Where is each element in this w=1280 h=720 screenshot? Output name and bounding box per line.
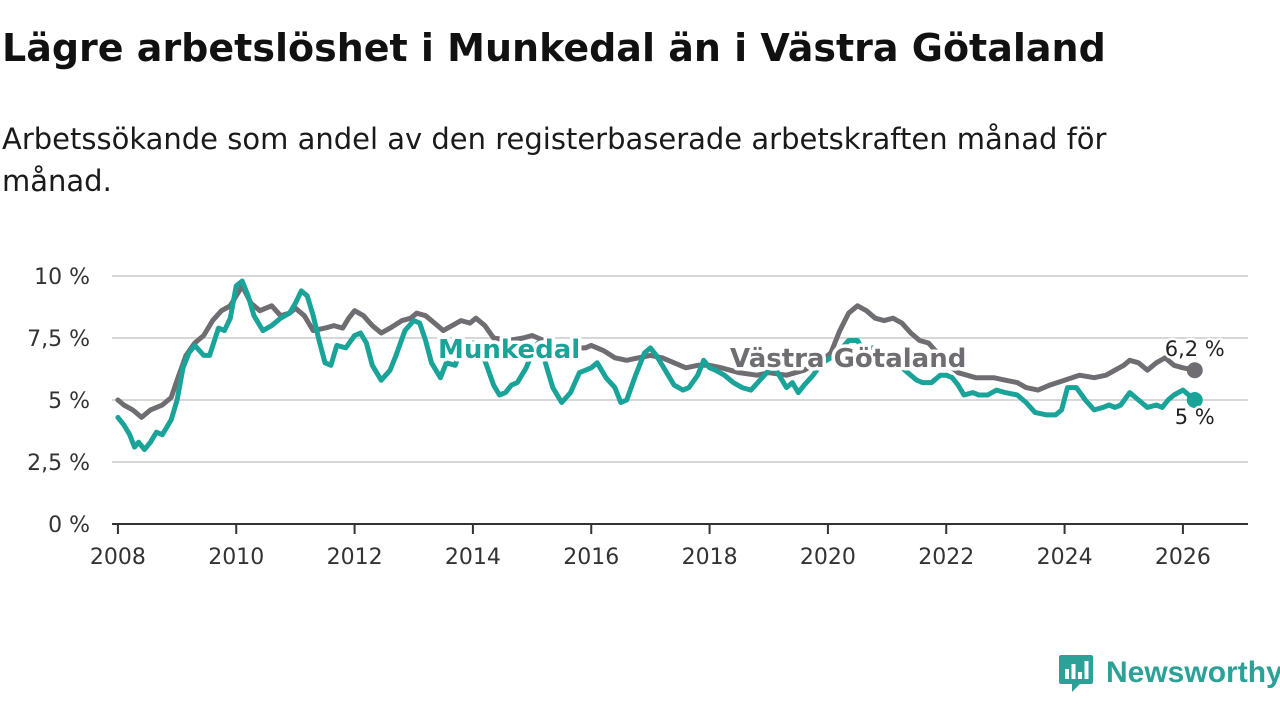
x-tick-label: 2022 <box>918 545 974 570</box>
series-end-point-v-stra-g-taland <box>1186 362 1203 379</box>
series-labels: Västra Götaland Munkedal 6,2 % 5 % <box>435 332 1228 432</box>
newsworthy-logo: Newsworthy <box>1058 653 1280 693</box>
x-tick-label: 2008 <box>90 545 146 570</box>
x-tick-label: 2014 <box>445 545 501 570</box>
series-line-munkedal <box>115 278 1198 453</box>
series-end-point-munkedal <box>1186 392 1203 408</box>
series-label-munkedal: Munkedal <box>438 335 580 365</box>
y-axis: 0 % 2,5 % 5 % 7,5 % 10 % <box>27 265 90 538</box>
series-line-v-stra-g-taland <box>115 283 1198 420</box>
chart-subtitle: Arbetssökande som andel av den registerb… <box>2 122 1107 198</box>
newsworthy-logo-icon <box>1059 655 1093 692</box>
x-tick-label: 2010 <box>208 545 264 570</box>
series-end-label-v-stra-g-taland: 6,2 % <box>1165 337 1225 361</box>
x-axis: 2008 2010 2012 2014 2016 2018 2020 2022 2024 2026 <box>90 523 1248 570</box>
brand-name: Newsworthy <box>1106 656 1280 689</box>
x-tick-label: 2016 <box>563 545 619 570</box>
series-lines <box>115 278 1203 453</box>
x-tick-label: 2026 <box>1155 545 1211 570</box>
x-tick-label: 2024 <box>1037 545 1093 570</box>
y-tick-label: 2,5 % <box>27 451 90 476</box>
chart-title: Lägre arbetslöshet i Munkedal än i Västr… <box>2 26 1106 70</box>
series-label-v-stra-g-taland: Västra Götaland <box>730 344 966 374</box>
y-tick-label: 10 % <box>34 265 90 290</box>
x-tick-label: 2012 <box>327 545 383 570</box>
y-tick-label: 7,5 % <box>27 327 90 352</box>
y-tick-label: 5 % <box>48 389 90 414</box>
series-end-label-munkedal: 5 % <box>1175 405 1215 429</box>
x-tick-label: 2020 <box>800 545 856 570</box>
y-tick-label: 0 % <box>48 513 90 538</box>
x-tick-label: 2018 <box>682 545 738 570</box>
gridlines <box>112 275 1248 463</box>
